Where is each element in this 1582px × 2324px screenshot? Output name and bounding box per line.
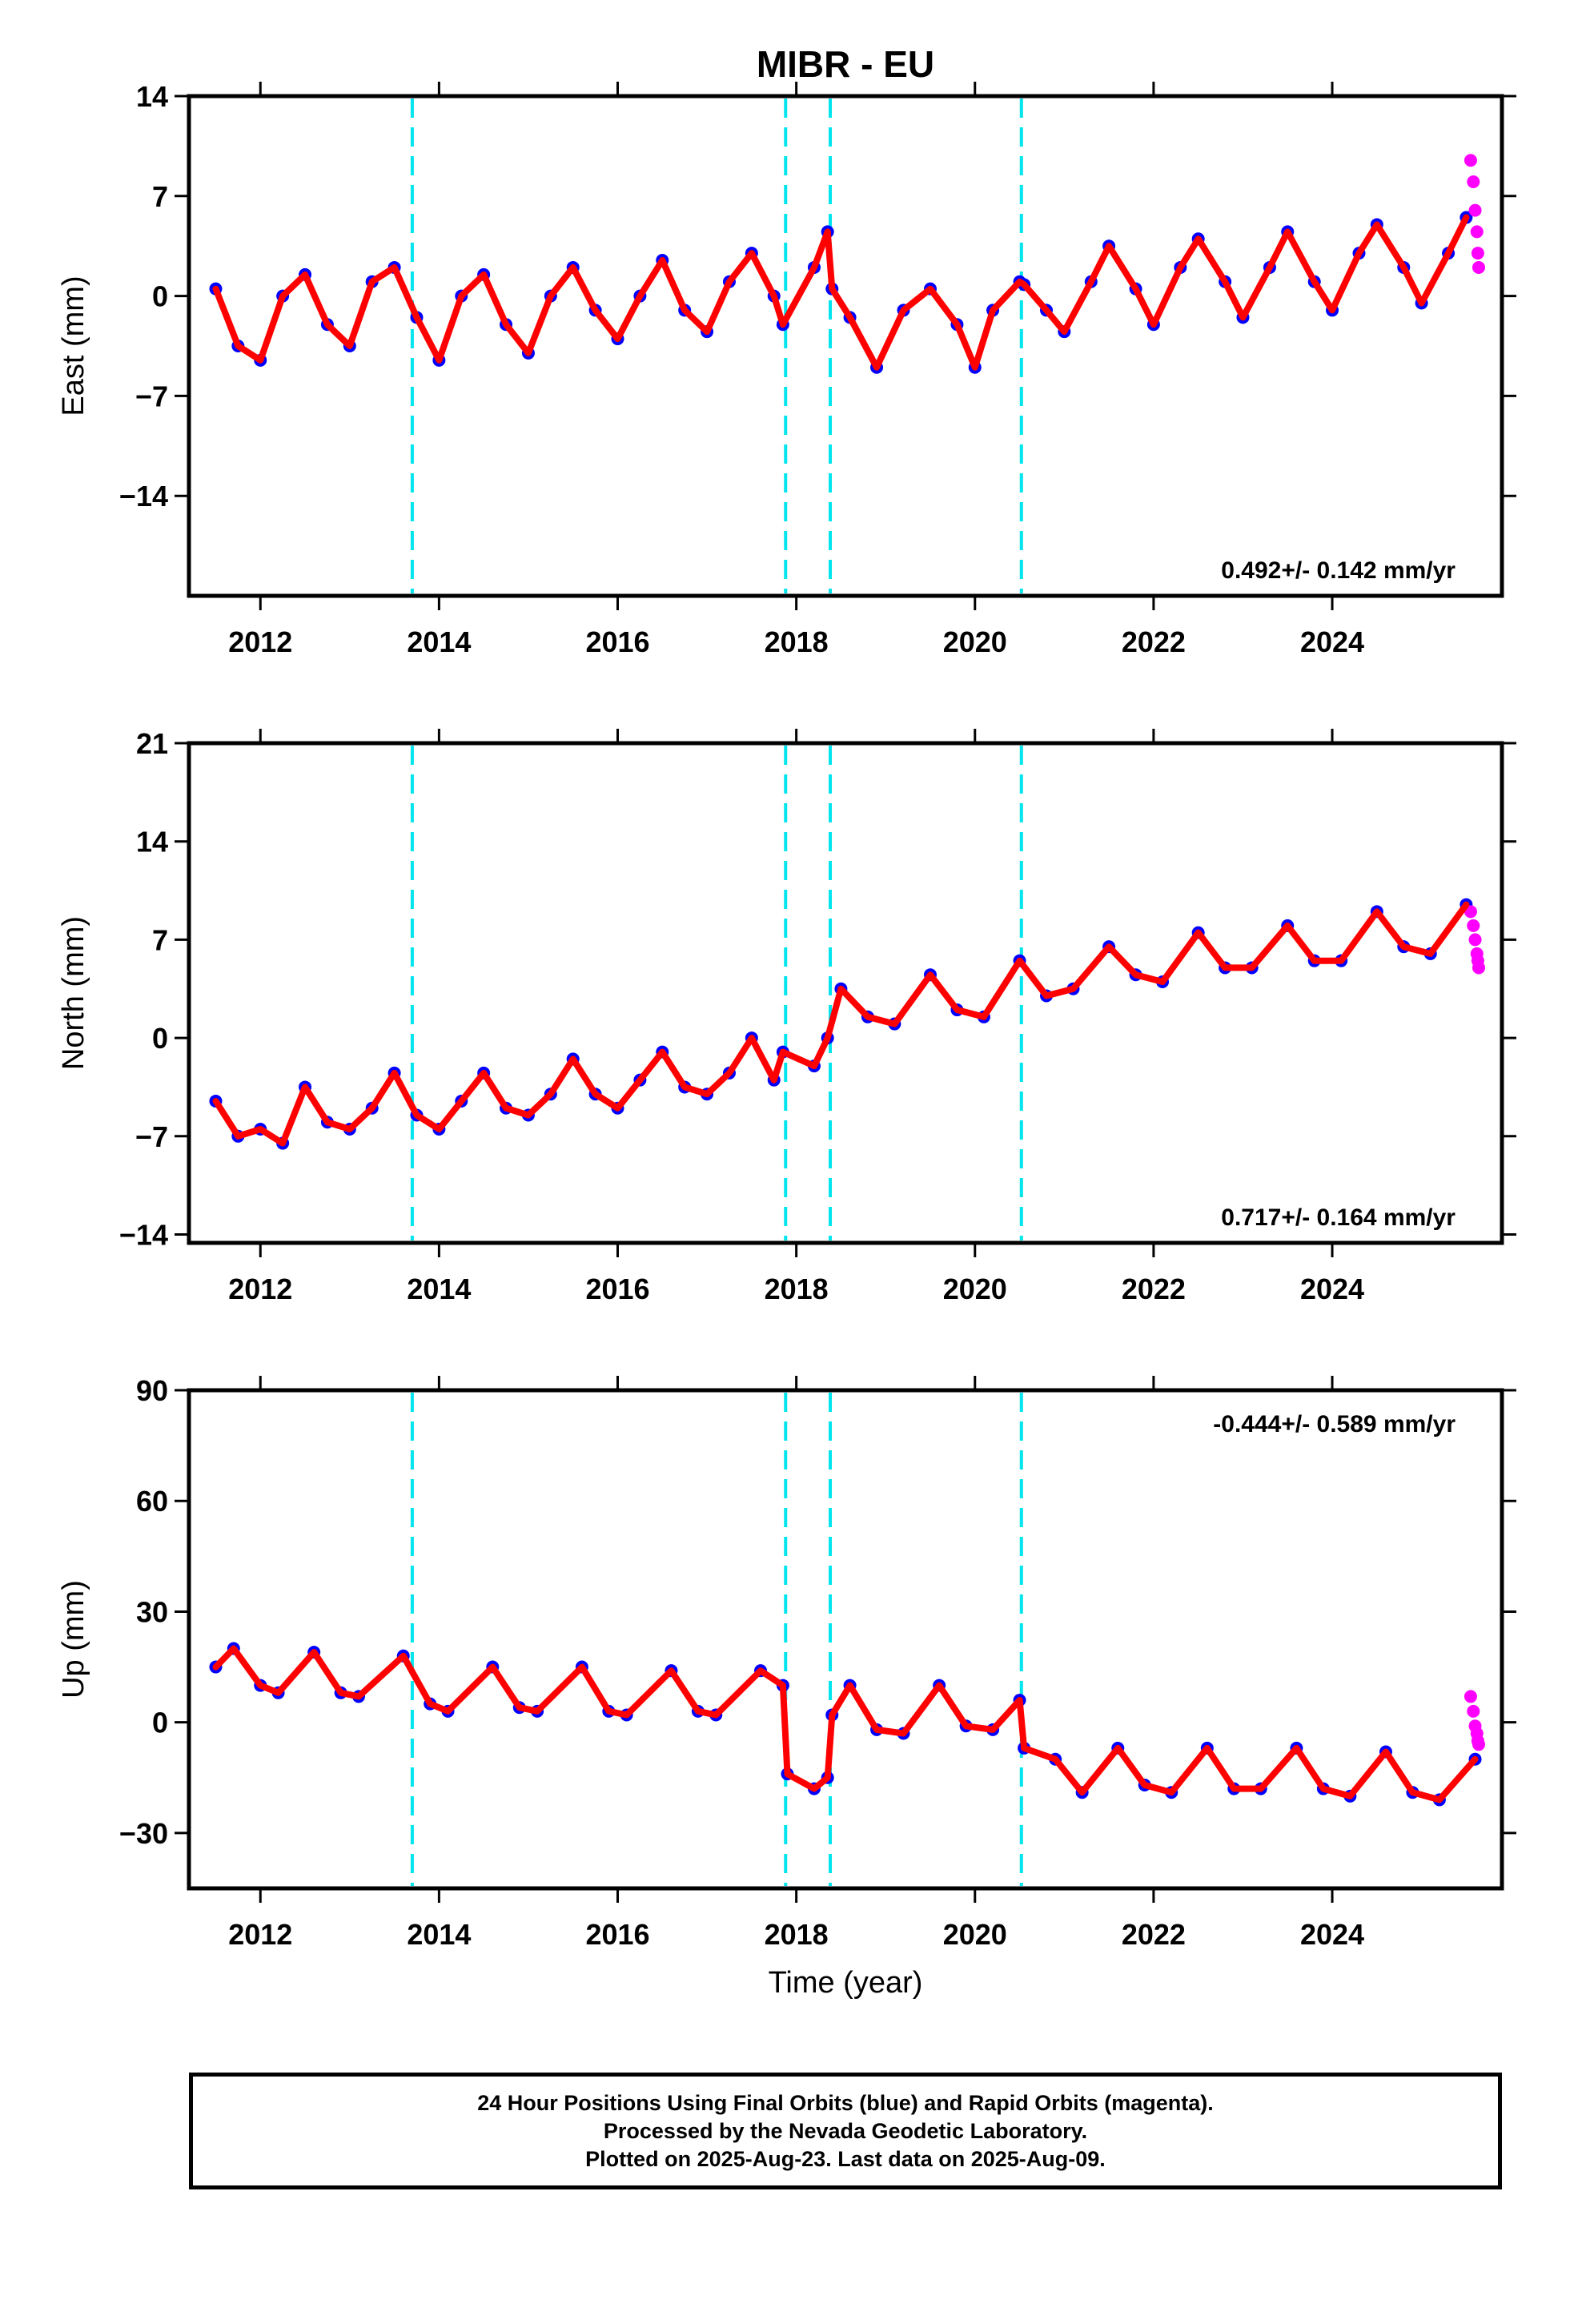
up-x-tick-label: 2022 xyxy=(1122,1918,1186,1951)
north-y-tick-label: −14 xyxy=(119,1218,168,1251)
east-x-tick-label: 2024 xyxy=(1300,625,1364,658)
up-x-tick-label: 2016 xyxy=(585,1918,649,1951)
up-x-tick-label: 2014 xyxy=(407,1918,471,1951)
up-x-tick-label: 2012 xyxy=(228,1918,292,1951)
up-x-tick-label: 2018 xyxy=(765,1918,829,1951)
east-y-axis-label: East (mm) xyxy=(57,275,90,416)
north-y-tick-label: 7 xyxy=(152,923,168,956)
up-x-tick-label: 2024 xyxy=(1300,1918,1364,1951)
caption-box: 24 Hour Positions Using Final Orbits (bl… xyxy=(189,2073,1502,2189)
east-rapid-orbit-point xyxy=(1470,225,1484,239)
east-x-tick-label: 2016 xyxy=(585,625,649,658)
north-x-tick-label: 2016 xyxy=(585,1273,649,1305)
east-y-tick-label: 7 xyxy=(152,180,168,213)
north-plot-frame xyxy=(187,741,1504,1245)
north-x-tick-label: 2022 xyxy=(1122,1273,1186,1305)
north-x-tick-label: 2024 xyxy=(1300,1273,1364,1305)
east-x-tick-label: 2018 xyxy=(765,625,829,658)
up-model-fit-line xyxy=(212,1645,1479,1803)
north-rapid-orbit-point xyxy=(1468,933,1482,947)
east-plot-frame xyxy=(187,94,1504,598)
up-rapid-orbit-point xyxy=(1464,1690,1477,1703)
up-y-tick-label: 30 xyxy=(136,1595,168,1628)
figure-title: MIBR - EU xyxy=(757,43,934,85)
up-rapid-orbit-point xyxy=(1472,1738,1485,1751)
north-x-tick-label: 2018 xyxy=(765,1273,829,1305)
north-model-fit-line xyxy=(212,901,1470,1147)
east-x-tick-label: 2012 xyxy=(228,625,292,658)
x-axis-label: Time (year) xyxy=(769,1966,923,2000)
east-x-tick-label: 2022 xyxy=(1122,625,1186,658)
up-y-tick-label: 90 xyxy=(136,1374,168,1407)
up-rapid-orbit-point xyxy=(1467,1704,1480,1718)
up-y-tick-label: 60 xyxy=(136,1485,168,1518)
east-x-tick-label: 2014 xyxy=(407,625,471,658)
north-x-tick-label: 2012 xyxy=(228,1273,292,1305)
north-panel: 21 14 7 0 −7 −14 2012 2014 2016 2018 2020 2022 2024 N… xyxy=(57,727,1516,1305)
east-rapid-orbit-point xyxy=(1471,247,1484,260)
north-y-tick-label: 14 xyxy=(136,826,168,858)
north-x-tick-label: 2014 xyxy=(407,1273,471,1305)
east-rapid-orbit-point xyxy=(1468,203,1482,217)
caption-line-1: 24 Hour Positions Using Final Orbits (bl… xyxy=(477,2090,1214,2115)
north-y-tick-label: −7 xyxy=(135,1120,168,1153)
east-rate-label: 0.492+/- 0.142 mm/yr xyxy=(1221,557,1456,584)
east-y-tick-label: −7 xyxy=(135,380,168,412)
north-y-tick-label: 21 xyxy=(136,727,168,760)
up-y-tick-label: 0 xyxy=(152,1707,168,1739)
up-x-tick-label: 2020 xyxy=(943,1918,1007,1951)
east-y-tick-label: 14 xyxy=(136,80,168,113)
east-x-tick-label: 2020 xyxy=(943,625,1007,658)
up-plot-frame xyxy=(187,1388,1504,1891)
north-y-axis-label: North (mm) xyxy=(57,916,90,1070)
up-rate-label: -0.444+/- 0.589 mm/yr xyxy=(1213,1411,1456,1437)
east-y-tick-label: 0 xyxy=(152,280,168,313)
north-x-tick-label: 2020 xyxy=(943,1273,1007,1305)
up-y-axis-label: Up (mm) xyxy=(57,1580,90,1699)
north-rate-label: 0.717+/- 0.164 mm/yr xyxy=(1221,1204,1456,1231)
panels: 14 7 0 −7 −14 2012 2014 2016 2018 2020 2022 2024 Eas… xyxy=(57,80,1516,1951)
north-rapid-orbit-point xyxy=(1467,919,1480,932)
north-rapid-orbit-point xyxy=(1464,905,1477,919)
north-y-tick-label: 0 xyxy=(152,1022,168,1055)
up-y-tick-label: −30 xyxy=(119,1817,168,1850)
north-rapid-orbit-point xyxy=(1472,961,1485,975)
up-panel: 90 60 30 0 −30 2012 2014 2016 2018 2020 2022 2024 Up… xyxy=(57,1374,1516,1951)
east-panel: 14 7 0 −7 −14 2012 2014 2016 2018 2020 2022 2024 Eas… xyxy=(57,80,1516,658)
caption-line-3: Plotted on 2025-Aug-23. Last data on 202… xyxy=(585,2146,1106,2171)
east-rapid-orbit-point xyxy=(1464,154,1477,167)
east-rapid-orbit-point xyxy=(1467,175,1480,188)
east-y-tick-label: −14 xyxy=(119,480,168,513)
east-rapid-orbit-point xyxy=(1472,260,1485,274)
east-model-fit-line xyxy=(212,214,1470,371)
caption-line-2: Processed by the Nevada Geodetic Laborat… xyxy=(603,2118,1088,2143)
